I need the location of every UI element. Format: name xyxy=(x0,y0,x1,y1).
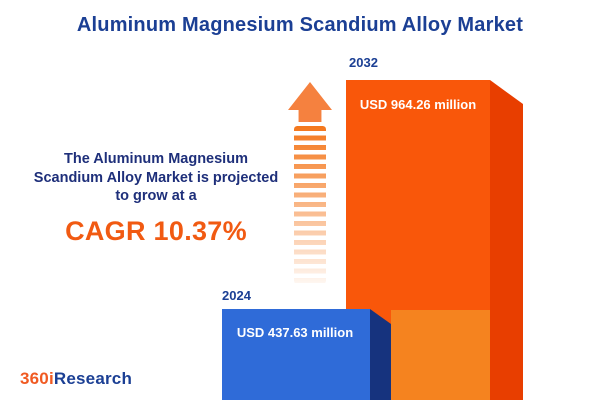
label-year-2024: 2024 xyxy=(222,288,251,303)
annotation-line-3: to grow at a xyxy=(115,188,197,205)
cagr-value: CAGR 10.37% xyxy=(65,215,247,246)
bar-2024-side xyxy=(370,309,391,400)
annotation-text: The Aluminum Magnesium Scandium Alloy Ma… xyxy=(28,150,284,248)
logo: 360iResearch xyxy=(20,369,132,389)
bar-2032-front-lower xyxy=(391,310,490,400)
logo-360i: 360i xyxy=(20,369,54,388)
bar-2032-side xyxy=(490,80,523,400)
label-year-2032: 2032 xyxy=(349,55,378,70)
annotation-line-2: Scandium Alloy Market is projected xyxy=(33,169,279,186)
logo-research: Research xyxy=(53,369,133,388)
growth-arrow-tail xyxy=(294,126,326,284)
bar-2024-value-label: USD 437.63 million xyxy=(236,325,354,340)
page-title: Aluminum Magnesium Scandium Alloy Market xyxy=(76,14,524,36)
bar-2024-front xyxy=(222,309,370,400)
annotation-line-1: The Aluminum Magnesium xyxy=(64,151,248,167)
bar-2032-value-label: USD 964.26 million xyxy=(359,97,477,112)
